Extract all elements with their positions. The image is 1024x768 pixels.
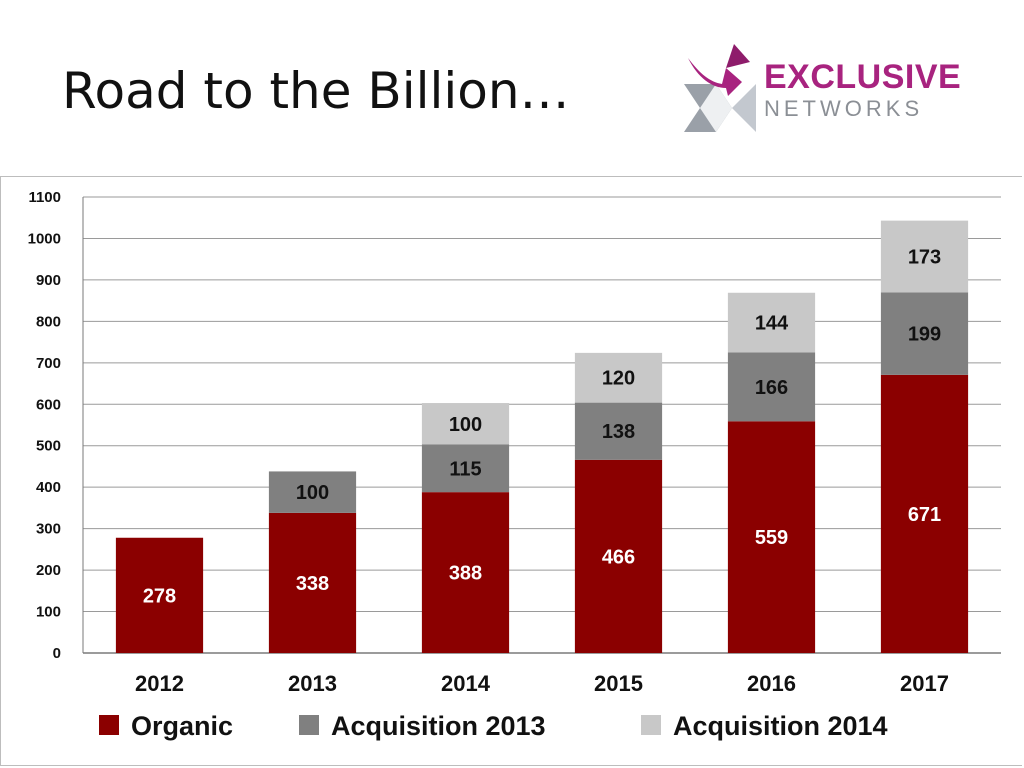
bar-segment-acquisition-2014 [880, 220, 969, 293]
bar-segment-acquisition-2014 [574, 352, 663, 403]
y-tick-label: 300 [36, 521, 61, 538]
logo-mark-icon [684, 44, 756, 132]
bar-segment-acquisition-2013 [880, 292, 969, 375]
bar-segment-acquisition-2014 [421, 403, 510, 445]
chart-container: 0 100 200 300 400 500 600 700 800 900 1000 1100 278 2… [0, 176, 1022, 766]
logo-wordmark-exclusive: EXCLUSIVE [764, 58, 962, 96]
bar-segment-organic [727, 421, 816, 653]
data-label: 120 [602, 368, 635, 390]
y-tick-label: 800 [36, 313, 61, 330]
bar-segment-acquisition-2013 [574, 402, 663, 460]
legend-label: Acquisition 2013 [331, 711, 546, 741]
x-tick-label: 2015 [594, 671, 643, 696]
x-tick-label: 2012 [135, 671, 184, 696]
legend-swatch [641, 715, 661, 735]
data-label: 671 [908, 504, 941, 526]
bar-segment-acquisition-2014 [727, 292, 816, 353]
bar-segment-organic [880, 374, 969, 653]
bar-segment-organic [115, 537, 204, 653]
data-label: 278 [143, 585, 176, 607]
data-label: 100 [449, 414, 482, 436]
y-tick-label: 0 [53, 645, 61, 662]
y-tick-label: 200 [36, 562, 61, 579]
slide-title: Road to the Billion… [62, 62, 570, 120]
x-tick-label: 2014 [441, 671, 491, 696]
data-label: 115 [449, 458, 481, 480]
data-label: 199 [908, 324, 941, 346]
bar-segment-organic [574, 459, 663, 653]
bar-segment-acquisition-2013 [421, 444, 510, 493]
legend-label: Acquisition 2014 [673, 711, 888, 741]
y-tick-label: 100 [36, 604, 61, 621]
legend-swatch [99, 715, 119, 735]
bar-segment-organic [268, 512, 357, 653]
legend-label: Organic [131, 711, 233, 741]
data-label: 559 [755, 527, 788, 549]
legend-swatch [299, 715, 319, 735]
stacked-bar-chart: 0 100 200 300 400 500 600 700 800 900 1000 1100 278 2… [28, 189, 1001, 741]
logo-wordmark-networks: NETWORKS [764, 96, 924, 121]
x-tick-label: 2013 [288, 671, 337, 696]
bar-segment-organic [421, 492, 510, 653]
y-tick-label: 900 [36, 272, 61, 289]
exclusive-networks-logo: EXCLUSIVE NETWORKS [676, 38, 961, 144]
data-label: 144 [755, 313, 789, 335]
data-label: 100 [296, 482, 329, 504]
x-tick-label: 2016 [747, 671, 796, 696]
y-tick-label: 700 [36, 355, 61, 372]
y-tick-label: 1100 [28, 189, 61, 206]
x-tick-label: 2017 [900, 671, 949, 696]
y-tick-label: 500 [36, 438, 61, 455]
bar-segment-acquisition-2013 [268, 471, 357, 513]
y-tick-label: 400 [36, 479, 61, 496]
data-label: 166 [755, 377, 788, 399]
data-label: 338 [296, 573, 329, 595]
data-label: 388 [449, 563, 482, 585]
data-label: 466 [602, 546, 635, 568]
y-tick-label: 1000 [28, 230, 61, 247]
y-tick-label: 600 [36, 396, 61, 413]
data-label: 173 [908, 246, 941, 268]
data-label: 138 [602, 421, 635, 443]
bar-segment-acquisition-2013 [727, 352, 816, 422]
